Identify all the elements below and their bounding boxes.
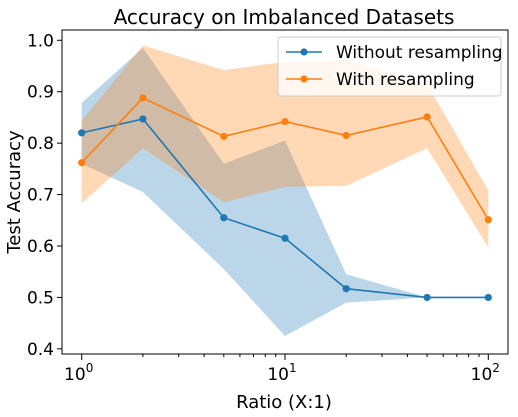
legend-box [277, 36, 502, 97]
chart-title: Accuracy on Imbalanced Datasets [114, 5, 455, 29]
series-2-point [281, 117, 289, 126]
legend-label-1: Without resampling [336, 43, 503, 63]
series-1-point [281, 234, 289, 242]
y-tick-label: 0.8 [27, 134, 54, 154]
series-1-point [342, 285, 350, 293]
series-1-point [139, 115, 147, 123]
legend-marker-1 [300, 48, 308, 56]
y-tick-label: 0.5 [27, 288, 54, 308]
y-axis: 0.4 0.5 0.6 0.7 0.8 0.9 1.0 [27, 31, 62, 360]
series-2-point [423, 113, 431, 121]
x-axis: 100 101 102 [64, 354, 500, 385]
y-tick-label: 0.6 [27, 237, 54, 257]
legend-label-2: With resampling [336, 70, 475, 90]
x-tick-label: 101 [267, 361, 296, 385]
series-2-point [139, 94, 147, 102]
series-2-point [342, 131, 350, 140]
y-tick-label: 0.9 [27, 83, 54, 103]
series-1-band [81, 48, 489, 336]
legend-marker-2 [300, 75, 308, 83]
series-1-point [220, 214, 228, 222]
series-2-point [78, 159, 86, 167]
x-axis-label: Ratio (X:1) [236, 392, 332, 413]
series-2-point [484, 216, 492, 224]
legend: Without resampling With resampling [277, 36, 503, 97]
x-tick-label: 102 [471, 361, 500, 385]
y-tick-label: 1.0 [27, 31, 54, 51]
series-1-point [484, 293, 492, 302]
x-tick-label: 100 [64, 361, 93, 385]
series-1-point [423, 293, 431, 302]
y-tick-label: 0.7 [27, 186, 54, 206]
series-2-point [220, 132, 228, 141]
y-tick-label: 0.4 [27, 340, 54, 360]
y-axis-label: Test Accuracy [4, 130, 25, 255]
series-1-point [78, 129, 86, 137]
